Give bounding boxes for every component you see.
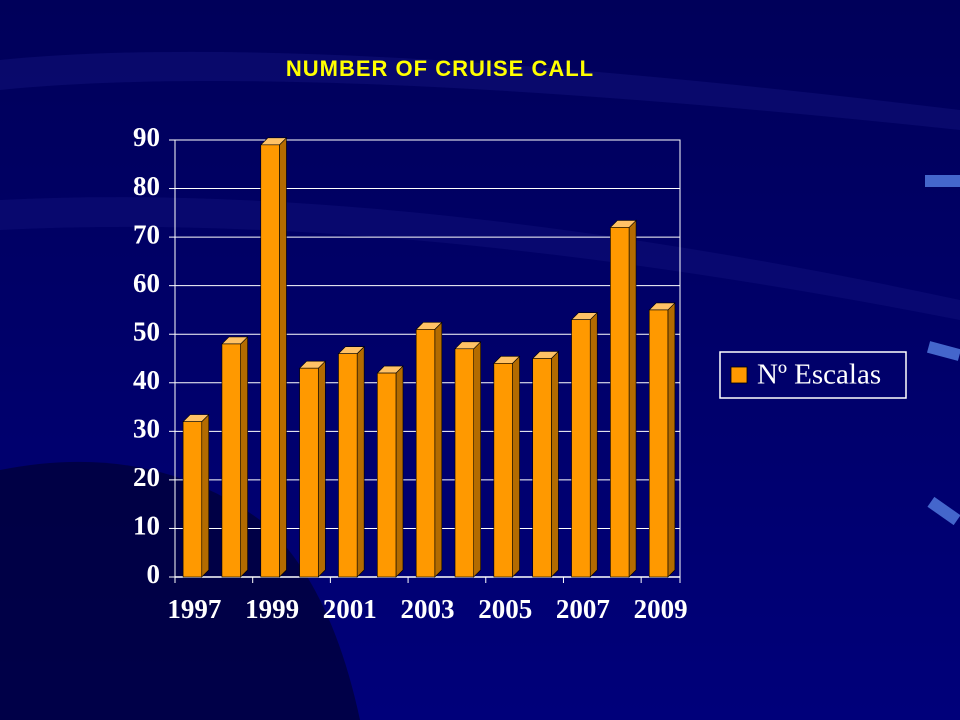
bar <box>221 343 241 578</box>
y-tick-label: 90 <box>133 122 160 152</box>
y-tick-label: 30 <box>133 414 160 444</box>
bar <box>454 348 474 578</box>
x-tick-label: 2009 <box>634 594 688 624</box>
y-tick-label: 80 <box>133 171 160 201</box>
bar <box>648 309 669 578</box>
bar <box>377 372 397 578</box>
bar-side <box>279 137 287 578</box>
y-tick-label: 60 <box>133 268 160 298</box>
decor <box>926 341 960 361</box>
decor <box>925 175 960 187</box>
bar <box>610 227 630 578</box>
bar-side <box>628 219 637 578</box>
bar-side <box>240 336 248 578</box>
bar <box>338 353 358 578</box>
bar-side <box>473 341 481 578</box>
x-tick-label: 2001 <box>323 594 377 624</box>
bar-side <box>551 350 559 578</box>
bar-side <box>667 302 676 578</box>
bar-side <box>512 355 520 578</box>
decor <box>927 496 960 526</box>
x-tick-label: 2005 <box>478 594 532 624</box>
bar <box>260 144 280 578</box>
bar-side <box>434 321 443 578</box>
bar <box>182 421 203 578</box>
y-tick-label: 70 <box>133 219 160 249</box>
bar-side <box>317 360 326 578</box>
x-tick-label: 1999 <box>245 594 299 624</box>
legend-label: Nº Escalas <box>757 359 881 391</box>
legend-swatch <box>730 366 748 384</box>
bar <box>415 329 436 578</box>
bar-side <box>395 365 404 578</box>
y-tick-label: 10 <box>133 511 160 541</box>
bar-side <box>201 413 210 578</box>
y-tick-label: 40 <box>133 365 160 395</box>
bar <box>571 319 591 578</box>
x-tick-label: 2007 <box>556 594 610 624</box>
bar-side <box>356 345 365 578</box>
legend-box <box>719 351 907 399</box>
y-tick-label: 0 <box>147 559 161 589</box>
y-tick-label: 20 <box>133 462 160 492</box>
bar <box>493 363 513 578</box>
background-shape <box>0 461 360 720</box>
background-streak <box>0 51 960 130</box>
bar <box>532 358 552 578</box>
x-tick-label: 1997 <box>167 594 221 624</box>
background-streak <box>0 197 960 320</box>
x-tick-label: 2003 <box>401 594 455 624</box>
chart-title: NUMBER OF CRUISE CALL <box>286 56 594 81</box>
bar <box>299 367 319 578</box>
y-tick-label: 50 <box>133 316 160 346</box>
bar-side <box>589 311 598 578</box>
